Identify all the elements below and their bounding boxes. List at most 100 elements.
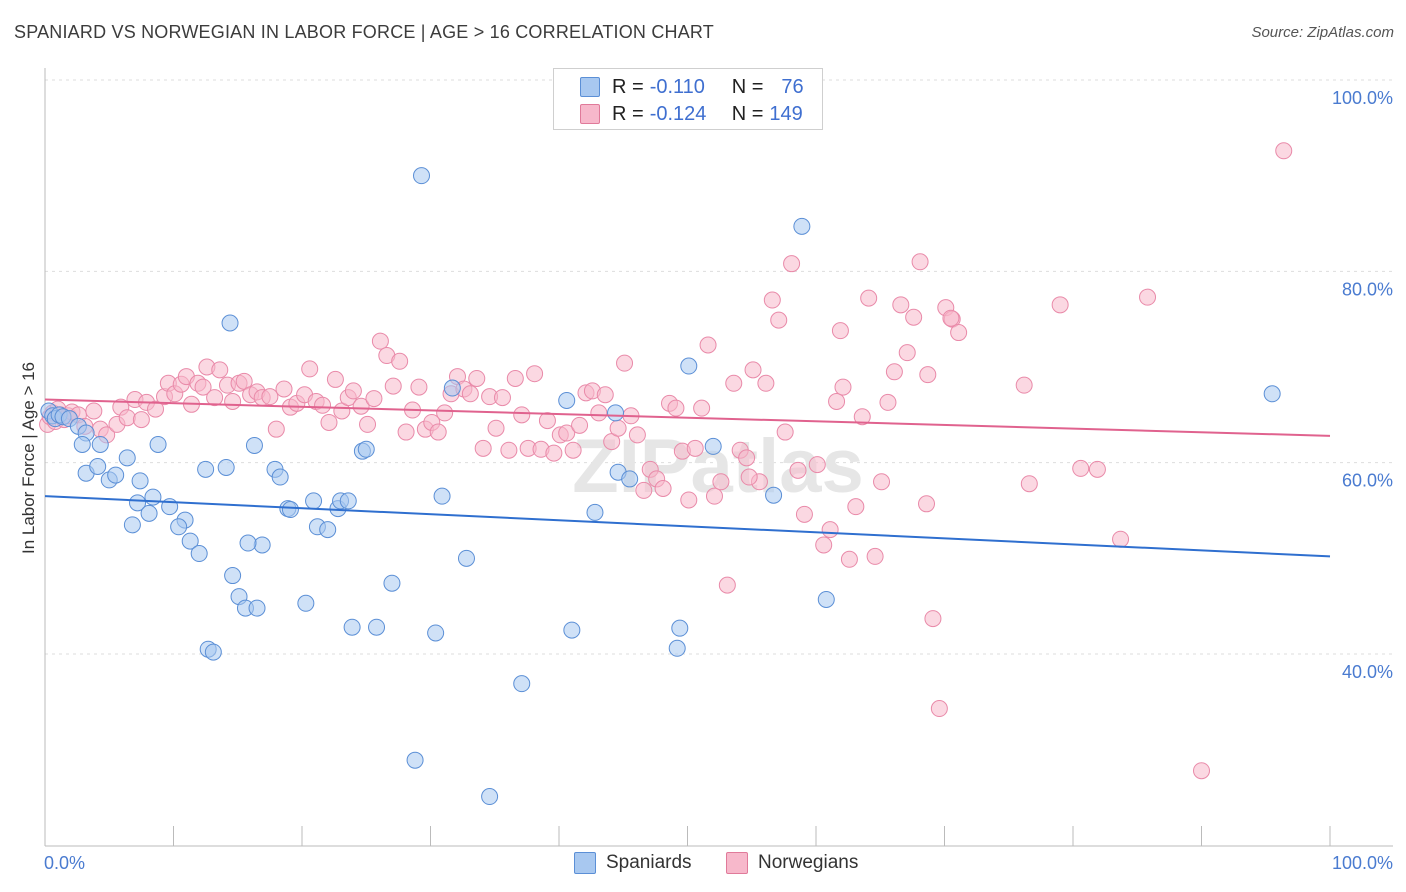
norwegians-point bbox=[267, 420, 285, 438]
norwegians-point bbox=[628, 426, 646, 444]
norwegians-point bbox=[667, 399, 685, 417]
norwegians-point bbox=[892, 296, 910, 314]
spaniards-point bbox=[1263, 385, 1281, 403]
legend-row-spaniards: R = -0.110 N = 76 bbox=[580, 74, 804, 100]
spaniards-point bbox=[383, 574, 401, 592]
norwegians-point bbox=[815, 536, 833, 554]
y-tick-label: 40.0% bbox=[1342, 662, 1393, 682]
spaniards-point bbox=[181, 532, 199, 550]
legend-n-label: N = bbox=[731, 75, 764, 98]
norwegians-point bbox=[564, 441, 582, 459]
norwegians-point bbox=[493, 389, 511, 407]
norwegians-point bbox=[853, 408, 871, 426]
norwegians-point bbox=[1015, 376, 1033, 394]
spaniards-point bbox=[140, 504, 158, 522]
spaniards-point bbox=[765, 486, 783, 504]
spaniards-point bbox=[107, 466, 125, 484]
norwegians-point bbox=[885, 363, 903, 381]
norwegians-point bbox=[474, 439, 492, 457]
spaniards-point bbox=[481, 788, 499, 806]
norwegians-point bbox=[1088, 460, 1106, 478]
legend-swatch-norwegians bbox=[580, 104, 600, 124]
series-legend-norwegians[interactable]: Norwegians bbox=[726, 852, 858, 874]
norwegians-point bbox=[391, 352, 409, 370]
spaniards-point bbox=[357, 440, 375, 458]
norwegians-point bbox=[740, 468, 758, 486]
spaniards-point bbox=[123, 516, 141, 534]
spaniards-point bbox=[406, 751, 424, 769]
x-tick-label: 0.0% bbox=[44, 853, 85, 873]
axes bbox=[44, 68, 1393, 847]
norwegians-point bbox=[919, 366, 937, 384]
spaniards-point bbox=[607, 404, 625, 422]
spaniards-point bbox=[427, 624, 445, 642]
spaniards-point bbox=[297, 594, 315, 612]
norwegians-point bbox=[770, 311, 788, 329]
spaniards-point bbox=[149, 435, 167, 453]
norwegians-point bbox=[506, 369, 524, 387]
norwegians-point bbox=[831, 322, 849, 340]
x-tick-label: 100.0% bbox=[1332, 853, 1393, 873]
norwegians-point bbox=[301, 360, 319, 378]
spaniards-point bbox=[433, 487, 451, 505]
norwegians-point bbox=[635, 481, 653, 499]
norwegians-point bbox=[808, 456, 826, 474]
tick-labels: 40.0% 60.0% 80.0% 100.0% 0.0% 100.0% bbox=[44, 88, 1393, 873]
y-axis-label: In Labor Force | Age > 16 bbox=[19, 362, 38, 554]
norwegians-point bbox=[468, 369, 486, 387]
source-label: Source: ZipAtlas.com bbox=[1251, 24, 1394, 41]
norwegians-point bbox=[828, 392, 846, 410]
norwegians-point bbox=[371, 332, 389, 350]
norwegians-point bbox=[261, 388, 279, 406]
legend-r-label: R = bbox=[612, 102, 644, 125]
norwegians-point bbox=[1275, 142, 1293, 160]
spaniards-point bbox=[197, 460, 215, 478]
norwegians-point bbox=[1051, 296, 1069, 314]
norwegians-point bbox=[429, 423, 447, 441]
spaniards-point bbox=[144, 488, 162, 506]
legend-n-value: 76 bbox=[781, 75, 804, 98]
trend-lines bbox=[44, 398, 1331, 558]
legend-n-value: 149 bbox=[769, 102, 803, 125]
spaniards-point bbox=[91, 435, 109, 453]
norwegians-point bbox=[1193, 762, 1210, 780]
norwegians-point bbox=[500, 441, 518, 459]
norwegians-point bbox=[686, 439, 704, 457]
norwegians-point bbox=[873, 473, 891, 491]
norwegians-point bbox=[461, 385, 479, 403]
norwegians-point bbox=[847, 498, 865, 516]
spaniards-point bbox=[443, 379, 461, 397]
norwegians-point bbox=[834, 378, 852, 396]
norwegians-point bbox=[776, 423, 794, 441]
norwegians-point bbox=[866, 547, 884, 565]
norwegians-point bbox=[930, 700, 948, 718]
norwegians-point bbox=[718, 576, 736, 594]
norwegians-point bbox=[526, 365, 544, 383]
norwegians-point bbox=[206, 389, 224, 407]
norwegians-point bbox=[1112, 530, 1130, 548]
norwegians-point bbox=[609, 419, 627, 437]
spaniards-point bbox=[239, 534, 257, 552]
spaniards-point bbox=[817, 590, 835, 608]
norwegians-point bbox=[384, 377, 402, 395]
spaniards-swatch bbox=[574, 852, 596, 874]
norwegians-point bbox=[705, 487, 723, 505]
spaniards-point bbox=[793, 217, 811, 235]
norwegians-point bbox=[538, 412, 556, 430]
series-legend-spaniards[interactable]: Spaniards bbox=[574, 852, 692, 874]
norwegians-point bbox=[783, 255, 801, 273]
legend-row-norwegians: R = -0.124 N = 149 bbox=[580, 101, 803, 127]
spaniards-point bbox=[319, 521, 337, 539]
norwegians-point bbox=[513, 406, 531, 424]
norwegians-swatch bbox=[726, 852, 748, 874]
legend: R = -0.110 N = 76 R = -0.124 N = 149 bbox=[553, 68, 823, 130]
norwegians-point bbox=[224, 392, 242, 410]
norwegians-point bbox=[795, 505, 813, 523]
norwegians-point bbox=[365, 390, 383, 408]
norwegians-point bbox=[1139, 288, 1157, 306]
norwegians-point bbox=[410, 378, 428, 396]
norwegians-point bbox=[924, 610, 942, 628]
norwegians-point bbox=[898, 344, 916, 362]
spaniards-point bbox=[704, 437, 722, 455]
